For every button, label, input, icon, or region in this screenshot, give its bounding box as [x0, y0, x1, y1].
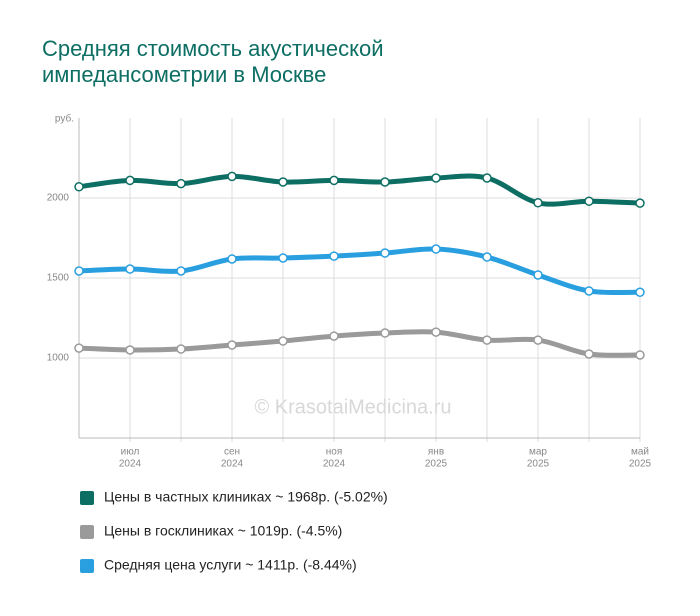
- data-point: [176, 344, 186, 354]
- chart-title: импедансометрии в Москве: [42, 62, 326, 87]
- x-tick-label: июл: [121, 447, 140, 458]
- data-point: [533, 198, 543, 208]
- x-tick-label: сен: [224, 447, 240, 458]
- data-point: [176, 178, 186, 189]
- x-tick-label: 2025: [527, 459, 550, 470]
- data-point: [227, 254, 237, 264]
- legend-swatch: [80, 491, 94, 505]
- data-point: [533, 335, 543, 345]
- x-tick-label: 2024: [119, 459, 142, 470]
- data-point: [584, 349, 594, 359]
- data-point: [635, 287, 645, 297]
- data-point: [482, 335, 492, 345]
- x-tick-label: мар: [529, 447, 547, 458]
- x-tick-label: 2024: [323, 459, 346, 470]
- y-tick-label: 2000: [47, 193, 70, 204]
- data-point: [635, 198, 645, 208]
- x-tick-label: 2025: [629, 459, 652, 470]
- data-point: [227, 171, 237, 182]
- data-point: [176, 266, 186, 276]
- x-tick-label: май: [631, 447, 649, 458]
- y-tick-label: 1000: [47, 353, 70, 364]
- y-tick-label: 1500: [47, 273, 70, 284]
- data-point: [635, 350, 645, 360]
- series-line: [76, 246, 643, 296]
- series-line: [76, 329, 643, 358]
- x-tick-label: 2025: [425, 459, 448, 470]
- data-point: [278, 253, 288, 263]
- data-point: [431, 327, 441, 337]
- data-point: [380, 177, 390, 187]
- legend-swatch: [80, 525, 94, 539]
- data-point: [125, 345, 135, 355]
- data-point: [584, 196, 594, 206]
- data-point: [278, 336, 288, 346]
- data-point: [74, 182, 84, 192]
- data-point: [74, 343, 84, 353]
- x-tick-label: ноя: [326, 447, 343, 458]
- data-point: [278, 177, 288, 187]
- data-point: [329, 175, 339, 186]
- data-point: [533, 270, 543, 280]
- data-point: [482, 252, 492, 262]
- data-point: [125, 264, 135, 274]
- data-point: [380, 328, 390, 338]
- data-point: [329, 331, 339, 341]
- legend-label: Цены в госклиниках ~ 1019р. (-4.5%): [104, 523, 342, 539]
- data-point: [329, 251, 339, 261]
- legend-label: Цены в частных клиниках ~ 1968р. (-5.02%…: [104, 489, 388, 505]
- series-line: [76, 173, 643, 207]
- x-tick-label: янв: [428, 447, 444, 458]
- data-point: [431, 244, 441, 254]
- y-unit: руб.: [55, 113, 74, 125]
- x-tick-label: 2024: [221, 459, 244, 470]
- data-point: [380, 248, 390, 258]
- legend-swatch: [80, 559, 94, 573]
- data-point: [125, 175, 135, 186]
- data-point: [431, 173, 441, 183]
- data-point: [482, 173, 492, 183]
- legend-label: Средняя цена услуги ~ 1411р. (-8.44%): [104, 557, 357, 573]
- data-point: [227, 340, 237, 350]
- data-point: [74, 266, 84, 276]
- data-point: [584, 286, 594, 296]
- watermark: © KrasotaiMedicina.ru: [254, 396, 451, 418]
- chart-title: Средняя стоимость акустической: [42, 36, 383, 61]
